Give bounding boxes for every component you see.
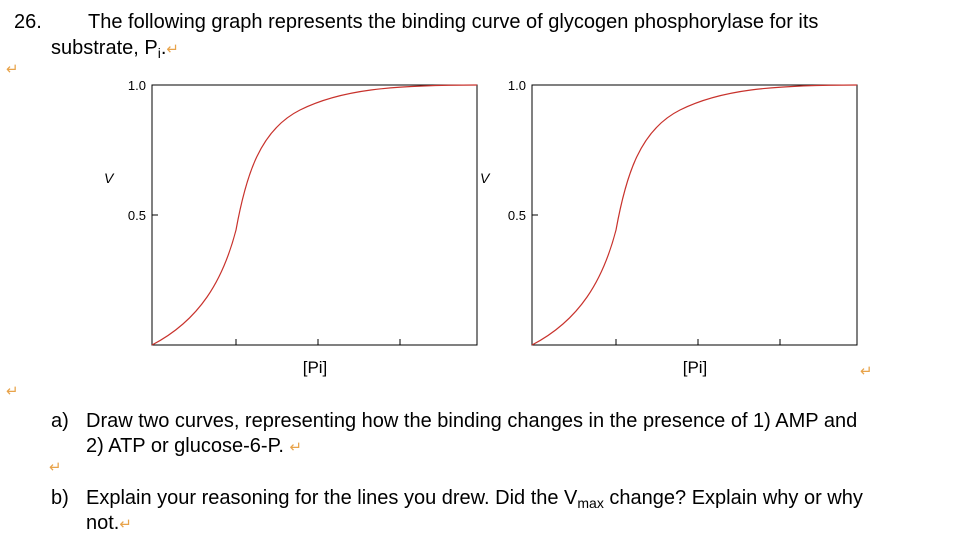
question-line2-suffix: . [160, 37, 167, 59]
part-a-label: a) [51, 410, 69, 432]
part-b-line1-suffix: change? Explain why or why [603, 487, 863, 509]
binding-curve [531, 84, 858, 346]
return-mark-icon: ↵ [289, 438, 303, 456]
y-tick-label-05: 0.5 [128, 208, 146, 223]
return-mark-icon: ↵ [6, 382, 19, 400]
part-a-line2-text: 2) ATP or glucose-6-P. [86, 435, 284, 457]
return-mark-icon: ↵ [860, 362, 873, 380]
x-axis-label: [Pi] [303, 358, 328, 377]
return-mark-icon: ↵ [6, 60, 19, 78]
y-axis-label: V [480, 170, 491, 186]
part-b-label: b) [51, 487, 69, 509]
subscript-max: max [577, 495, 604, 511]
binding-curve-chart-2: 1.0 0.5 V [Pi] [480, 78, 858, 377]
part-b-line2: not.↵ [86, 510, 132, 537]
y-axis-label: V [104, 170, 115, 186]
x-axis-label: [Pi] [683, 358, 708, 377]
subscript-i: i [157, 45, 161, 61]
y-tick-label-1: 1.0 [128, 78, 146, 93]
y-tick-label-1: 1.0 [508, 78, 526, 93]
binding-curve [151, 84, 478, 346]
part-a-line2: 2) ATP or glucose-6-P. ↵ [86, 433, 302, 460]
return-mark-icon: ↵ [119, 515, 132, 533]
question-text-line2: substrate, Pi.↵ [51, 35, 179, 66]
part-b-line2-text: not. [86, 512, 120, 534]
question-line2-prefix: substrate, P [51, 37, 158, 59]
binding-curve-chart-1: 1.0 0.5 V [Pi] [104, 78, 478, 377]
question-text: The following graph represents the bindi… [88, 11, 819, 33]
return-mark-icon: ↵ [49, 458, 62, 476]
return-mark-icon: ↵ [166, 40, 179, 58]
part-a-line1: Draw two curves, representing how the bi… [86, 410, 858, 432]
part-b-line1: Explain your reasoning for the lines you… [86, 485, 863, 516]
question-number: 26. [14, 11, 42, 33]
part-b-line1-prefix: Explain your reasoning for the lines you… [86, 487, 578, 509]
y-tick-label-05: 0.5 [508, 208, 526, 223]
